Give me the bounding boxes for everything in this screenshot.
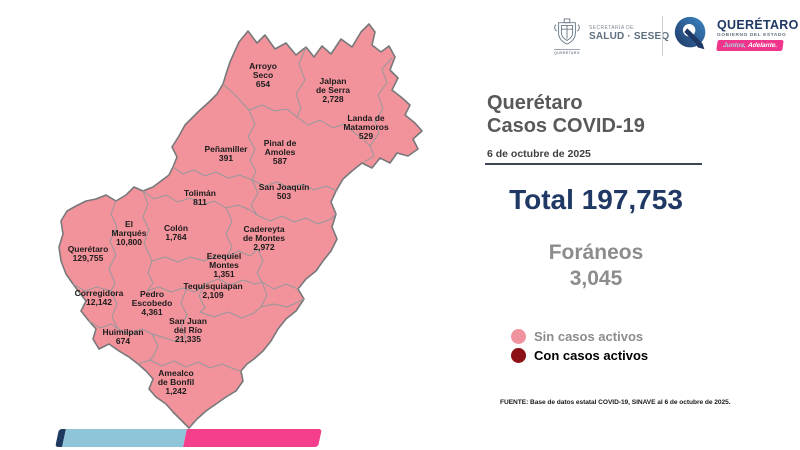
legend-label-con-casos: Con casos activos <box>534 348 649 363</box>
municipality-label-penamiller: Peñamiller 391 <box>204 144 248 163</box>
foraneos-label: Foráneos <box>548 241 644 264</box>
crest-icon <box>554 18 580 45</box>
municipality-label-arroyo-seco: Arroyo Seco 654 <box>249 61 277 89</box>
legend-row-sin-casos: Sin casos activos <box>511 329 648 344</box>
municipal-borders <box>72 46 393 372</box>
source-note: FUENTE: Base de datos estatal COVID-19, … <box>500 399 731 406</box>
state-outline <box>58 23 423 429</box>
title-line-1: Querétaro <box>487 92 583 114</box>
foraneos-block: Foráneos 3,045 <box>485 240 707 292</box>
total-cases: Total 197,753 <box>485 184 707 216</box>
tagline-adelante: Adelante. <box>747 41 778 49</box>
q-logo-icon <box>674 16 706 50</box>
total-label: Total <box>509 184 574 215</box>
legend-dot-con-casos <box>511 348 526 363</box>
salud-seseq-label: SALUD · SESEQ <box>589 31 670 42</box>
date-underline-rule <box>485 163 702 165</box>
legend-label-sin-casos: Sin casos activos <box>534 329 644 344</box>
map-legend: Sin casos activos Con casos activos <box>511 329 648 363</box>
municipality-label-pinal-de-amoles: Pinal de Amoles 587 <box>263 138 297 166</box>
gobierno-tagline-badge: Juntos, Adelante. <box>716 39 784 51</box>
foraneos-value: 3,045 <box>569 267 623 290</box>
municipality-label-colon: Colón 1,764 <box>163 223 189 242</box>
legend-dot-sin-casos <box>511 329 526 344</box>
page-title: Querétaro Casos COVID-19 <box>487 92 645 138</box>
municipality-label-pedro-escobedo: Pedro Escobedo 4,361 <box>131 289 173 317</box>
municipality-label-san-joaquin: San Joaquín 503 <box>258 182 310 201</box>
municipality-label-landa-de-matamoros: Landa de Matamoros 529 <box>343 113 389 141</box>
ribbon-pink-segment <box>183 429 322 447</box>
crest-caption: QUERÉTARO <box>554 49 580 55</box>
total-value: 197,753 <box>581 184 683 215</box>
municipality-label-corregidora: Corregidora 12,142 <box>74 288 124 307</box>
municipality-label-tequisquiapan: Tequisquiapan 2,109 <box>183 281 243 300</box>
municipality-label-ezequiel-montes: Ezequiel Montes 1,351 <box>206 251 242 279</box>
logo-divider <box>662 16 663 56</box>
municipality-label-toliman: Tolimán 811 <box>184 188 216 207</box>
municipality-label-huimilpan: Huimilpan 674 <box>102 327 144 346</box>
gobierno-estado-logo: QUERÉTARO GOBIERNO DEL ESTADO Juntos, Ad… <box>672 13 799 55</box>
gobierno-name: QUERÉTARO <box>717 17 799 32</box>
tagline-juntos: Juntos, <box>722 41 747 49</box>
footer-ribbon <box>55 429 322 447</box>
municipality-label-jalpan-de-serra: Jalpan de Serra 2,728 <box>315 76 351 104</box>
secretaria-de-label: SECRETARÍA DE <box>589 25 634 31</box>
salud-crest: QUERÉTARO <box>551 16 583 55</box>
municipality-label-cadereyta-de-montes: Cadereyta de Montes 2,972 <box>242 224 286 252</box>
report-date: 6 de octubre de 2025 <box>487 148 591 160</box>
municipality-label-amealco-de-bonfil: Amealco de Bonfil 1,242 <box>157 368 195 396</box>
ribbon-blue-segment <box>62 429 187 447</box>
title-line-2: Casos COVID-19 <box>487 115 645 137</box>
municipality-label-el-marques: El Marqués 10,800 <box>111 219 147 247</box>
salud-seseq-logo: QUERÉTARO SECRETARÍA DE SALUD · SESEQ <box>551 16 669 55</box>
municipality-label-queretaro: Querétaro 129,755 <box>67 244 109 263</box>
municipality-label-san-juan-del-rio: San Juan del Río 21,335 <box>169 316 207 344</box>
gobierno-subtitle: GOBIERNO DEL ESTADO <box>717 32 787 38</box>
legend-row-con-casos: Con casos activos <box>511 348 648 363</box>
